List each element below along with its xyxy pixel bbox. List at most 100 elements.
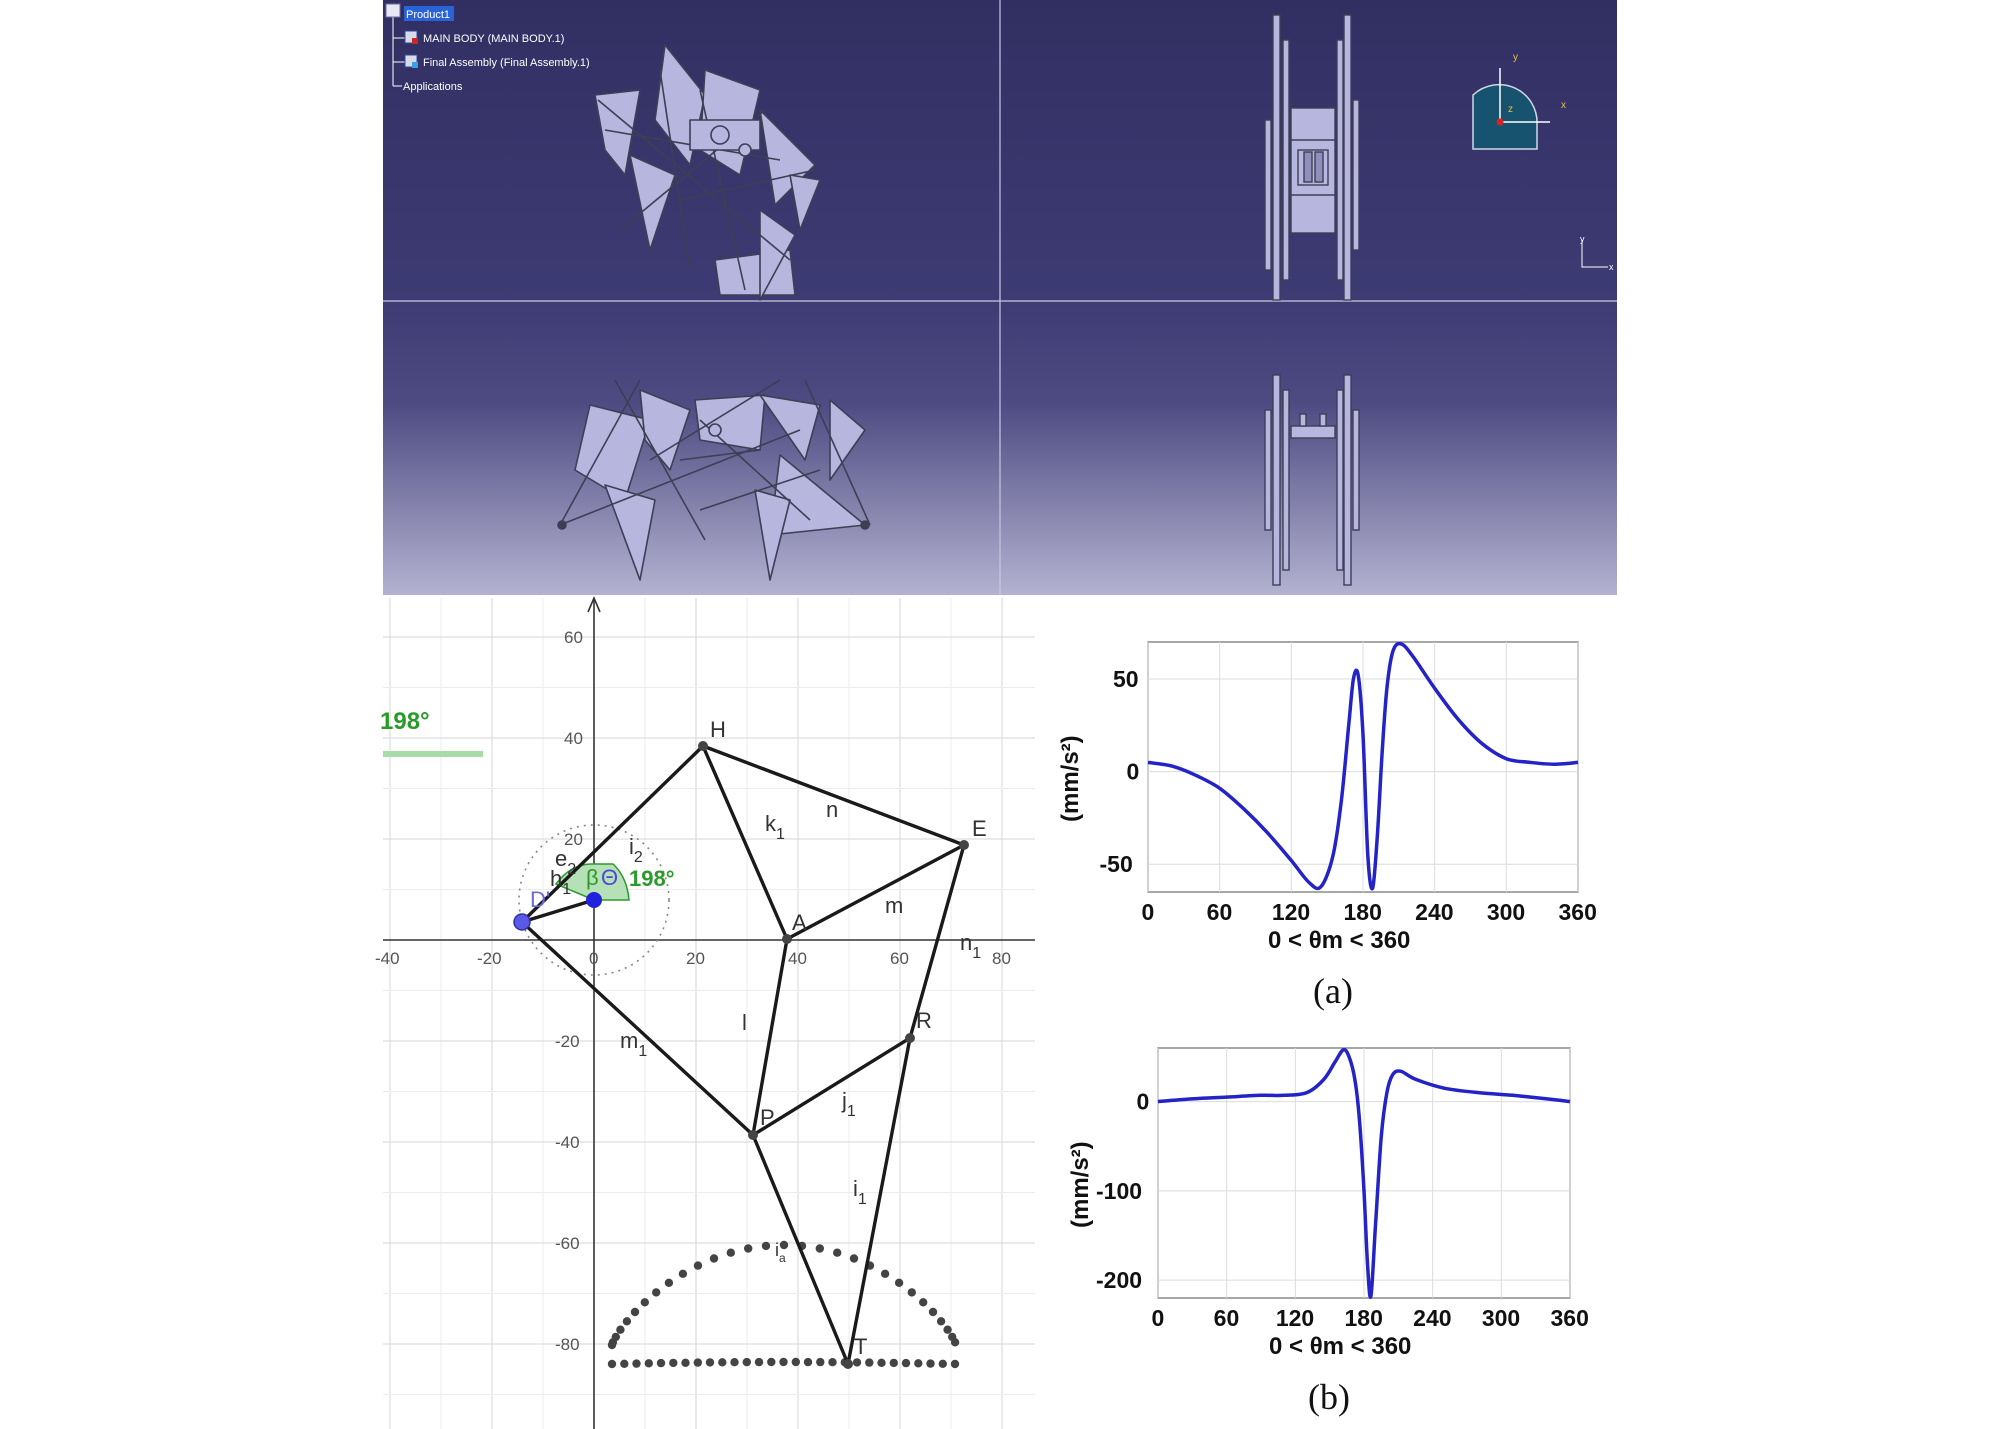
trajectory-dot [901, 1358, 911, 1368]
trajectory-dot [833, 1248, 842, 1257]
trajectory-dot [767, 1357, 776, 1367]
crank-center-marker[interactable] [586, 892, 602, 908]
link-i2: i [629, 834, 634, 859]
y-axis-label: (mm/s²) [1067, 1141, 1094, 1228]
svg-text:h1: h1 [550, 866, 571, 898]
small-axes-x: x [1609, 262, 1614, 272]
x-tick-label: 0 [1152, 1305, 1165, 1331]
angle-slider[interactable] [383, 751, 483, 757]
trajectory-dot [914, 1359, 923, 1368]
y-tick-label: -60 [555, 1234, 580, 1253]
x-tick-label: 80 [992, 949, 1011, 968]
trajectory-dot [705, 1358, 715, 1367]
small-axes: y x [1580, 234, 1614, 272]
part-icon-badge [412, 62, 418, 68]
y-tick-label: 40 [564, 729, 583, 748]
compass-y-label: y [1513, 52, 1518, 63]
x-tick-label: 0 [1142, 899, 1155, 925]
trajectory-dot [669, 1358, 678, 1368]
tree-root-highlight[interactable] [404, 6, 454, 21]
trajectory-dot [616, 1325, 625, 1334]
trajectory-dot [791, 1357, 800, 1367]
tree-item-final-assembly[interactable]: Final Assembly (Final Assembly.1) [423, 57, 590, 69]
cad-side-view [1264, 374, 1360, 586]
x-tick-label: 120 [1276, 1305, 1314, 1331]
angle-value-side: 198° [380, 708, 430, 735]
link-j1: j [841, 1088, 847, 1113]
x-tick-label: -20 [477, 949, 502, 968]
series-line [1157, 1047, 1571, 1299]
x-tick-label: -40 [375, 949, 400, 968]
x-tick-label: 360 [1551, 1305, 1589, 1331]
trajectory-dot [936, 1317, 946, 1326]
cad-front-view [557, 379, 871, 581]
trajectory-dot [816, 1357, 825, 1367]
y-tick-label: -200 [1096, 1267, 1142, 1293]
link-ia: i [775, 1240, 779, 1260]
trajectory-dot [938, 1359, 947, 1369]
link-i2-sub: 2 [634, 849, 643, 866]
trajectory-dot [726, 1248, 735, 1257]
link-m1-sub: 1 [638, 1043, 647, 1060]
trajectory-dot [894, 1278, 904, 1288]
chart-b: 0 60 120 180 240 300 360 0 -100 -200 (mm/s²) 0 < θm… [1067, 1047, 1589, 1417]
x-axis-label: 0 < θm < 360 [1268, 927, 1410, 954]
tree-item-applications[interactable]: Applications [403, 81, 463, 93]
x-tick-label: 180 [1344, 899, 1382, 925]
trajectory-dot [664, 1278, 674, 1288]
label-T: T [854, 1334, 867, 1359]
trajectory-dot [630, 1307, 640, 1317]
compass-widget[interactable]: y x z [1472, 52, 1566, 150]
point-D-marker[interactable] [513, 913, 531, 931]
y-tick-label: 0 [1127, 759, 1140, 785]
label-H: H [710, 717, 726, 742]
y-tick-label: 20 [564, 830, 583, 849]
trajectory-dot [652, 1288, 661, 1297]
tree-root[interactable]: Product1 [406, 9, 450, 21]
link-m1: m [620, 1028, 638, 1053]
svg-text:i1: i1 [853, 1176, 867, 1208]
trajectory-dot [607, 1340, 617, 1350]
link-h1: h [550, 866, 562, 891]
trajectory-dot [779, 1357, 788, 1367]
cad-viewport[interactable]: Product1 MAIN BODY (MAIN BODY.1) Final A… [383, 0, 1617, 595]
trajectory-dot [828, 1358, 837, 1367]
x-tick-label: 40 [788, 949, 807, 968]
svg-text:j1: j1 [841, 1088, 856, 1120]
link-h1-sub: 1 [562, 881, 571, 898]
link-ia-sub: a [779, 1251, 786, 1265]
link-i1-sub: 1 [858, 1191, 867, 1208]
x-tick-label: 240 [1413, 1305, 1451, 1331]
trajectory-dot [865, 1358, 874, 1367]
link-n: n [826, 797, 838, 822]
spec-tree[interactable]: Product1 MAIN BODY (MAIN BODY.1) Final A… [385, 3, 590, 93]
trajectory-dot [919, 1298, 928, 1307]
part-icon-badge [412, 38, 418, 44]
trajectory-dot [718, 1358, 727, 1367]
svg-text:m1: m1 [620, 1028, 647, 1060]
trajectory-dot [815, 1244, 824, 1253]
small-axes-y: y [1580, 234, 1585, 244]
y-tick-label: -50 [1100, 851, 1133, 877]
trajectory-dot [880, 1269, 890, 1279]
y-tick-label: 50 [1113, 666, 1139, 692]
trajectory-dot [926, 1359, 935, 1368]
svg-text:k1: k1 [765, 811, 785, 843]
y-axis-label: (mm/s²) [1057, 735, 1084, 822]
link-i1: i [853, 1176, 858, 1201]
x-tick-label: 20 [686, 949, 705, 968]
trajectory-dot [620, 1359, 629, 1369]
joints [698, 741, 969, 1369]
trajectory-dot [943, 1325, 952, 1334]
y-tick-label: -40 [555, 1133, 580, 1152]
trajectory-dot [803, 1357, 813, 1367]
trajectory-dot [681, 1358, 690, 1368]
link-k1-sub: 1 [776, 826, 785, 843]
trajectory-dot [779, 1240, 789, 1250]
foot-trajectory [607, 1240, 960, 1369]
tree-item-main-body[interactable]: MAIN BODY (MAIN BODY.1) [423, 33, 564, 45]
x-tick-label: 180 [1345, 1305, 1383, 1331]
svg-text:n1: n1 [960, 930, 981, 962]
link-e2: e [555, 846, 567, 871]
x-tick-label: 60 [890, 949, 909, 968]
